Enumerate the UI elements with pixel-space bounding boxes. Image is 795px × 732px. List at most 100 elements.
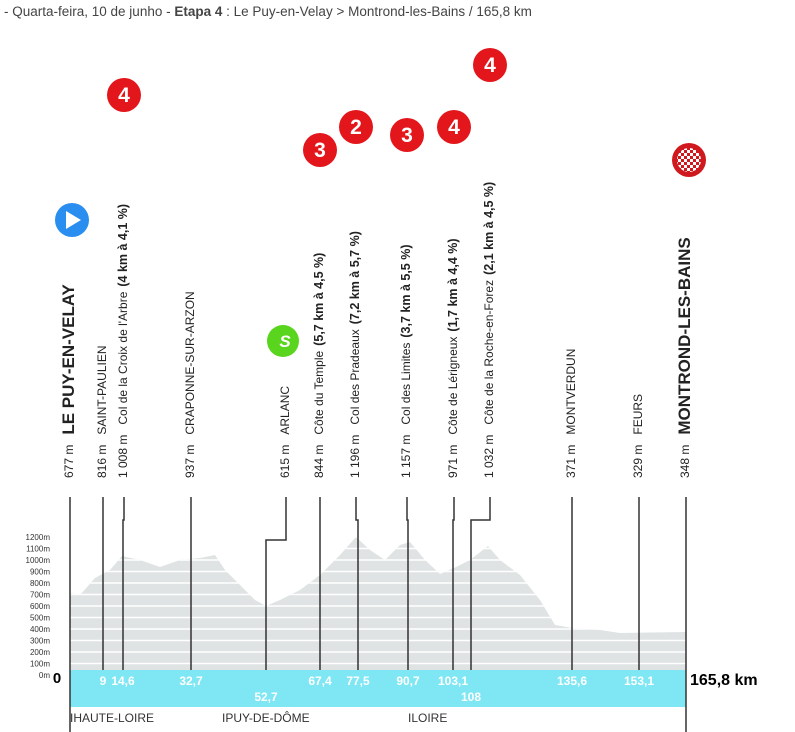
waypoint-altitude: 348 m — [678, 445, 692, 478]
elevation-profile — [70, 537, 686, 670]
altitude-label: 300m — [30, 637, 50, 646]
department: ILOIRE — [408, 711, 447, 725]
header-stage: Etapa 4 — [174, 4, 223, 19]
waypoint-name: Col des Limites — [399, 343, 413, 425]
waypoint-name: Côte de Lérigneux — [446, 337, 460, 435]
altitude-label: 100m — [30, 660, 50, 669]
waypoint-altitude: 1 008 m — [116, 435, 130, 478]
origin-label: 0 — [53, 670, 61, 687]
altitude-label: 200m — [30, 648, 50, 657]
km-label: 77,5 — [346, 674, 370, 688]
km-label: 9 — [100, 674, 107, 688]
climb-detail: (7,2 km à 5,7 %) — [348, 231, 362, 324]
waypoint-altitude: 329 m — [631, 445, 645, 478]
climb-badge — [390, 118, 424, 152]
km-label: 103,1 — [438, 674, 468, 688]
climb-category: 4 — [484, 54, 496, 77]
km-label: 135,6 — [557, 674, 587, 688]
climb-detail: (2,1 km à 4,5 %) — [482, 182, 496, 275]
km-label: 108 — [461, 690, 481, 704]
km-label: 52,7 — [254, 690, 278, 704]
climb-category: 2 — [350, 116, 362, 139]
altitude-label: 1200m — [26, 533, 51, 542]
climb-category: 3 — [401, 124, 413, 147]
sprint-icon: S — [279, 332, 291, 351]
waypoint-altitude: 937 m — [183, 445, 197, 478]
climb-detail: (3,7 km à 5,5 %) — [399, 245, 413, 338]
climb-badge — [437, 110, 471, 144]
waypoint-name: MONTVERDUN — [564, 349, 578, 435]
waypoint-name: Col de la Croix de l'Arbre — [116, 291, 130, 424]
header-route: : Le Puy-en-Velay > Montrond-les-Bains /… — [222, 4, 532, 19]
climb-badge — [303, 133, 337, 167]
km-label: 32,7 — [179, 674, 203, 688]
waypoint-label: 677 m LE PUY-EN-VELAY — [59, 283, 78, 478]
altitude-label: 600m — [30, 602, 50, 611]
waypoint-line — [406, 497, 409, 670]
waypoint-altitude: 816 m — [95, 445, 109, 478]
altitude-label: 700m — [30, 591, 50, 600]
waypoint-name: Côte du Temple — [312, 350, 326, 434]
km-label: 67,4 — [308, 674, 332, 688]
waypoint-label: 1 032 m Côte de la Roche-en-Forez (2,1 km … — [482, 182, 496, 478]
climb-detail: (5,7 km à 4,5 %) — [312, 253, 326, 346]
waypoint-label: 816 m SAINT-PAULIEN — [95, 346, 109, 479]
sprint-badge — [267, 325, 299, 357]
climb-detail: (4 km à 4,1 %) — [116, 204, 130, 287]
waypoint-name: CRAPONNE-SUR-ARZON — [183, 291, 197, 434]
waypoint-name: FEURS — [631, 394, 645, 435]
altitude-label: 400m — [30, 625, 50, 634]
altitude-label: 1100m — [26, 545, 50, 554]
climb-detail: (1,7 km à 4,4 %) — [446, 238, 460, 331]
waypoint-altitude: 1 157 m — [399, 435, 413, 478]
waypoint-line — [122, 497, 125, 670]
altitude-label: 900m — [30, 568, 50, 577]
finish-icon — [677, 148, 701, 172]
waypoint-altitude: 844 m — [312, 445, 326, 478]
km-label: 90,7 — [396, 674, 420, 688]
waypoint-altitude: 1 196 m — [348, 435, 362, 478]
department: IPUY-DE-DÔME — [222, 710, 310, 725]
waypoint-line — [265, 497, 287, 670]
department: IHAUTE-LOIRE — [70, 711, 154, 725]
waypoint-line — [355, 497, 359, 670]
distance-band — [70, 670, 686, 707]
waypoint-label: 329 m FEURS — [631, 394, 645, 478]
km-label: 153,1 — [624, 674, 654, 688]
waypoint-altitude: 1 032 m — [482, 435, 496, 478]
waypoint-name: Côte de la Roche-en-Forez — [482, 280, 496, 425]
waypoint-altitude: 615 m — [278, 445, 292, 478]
waypoint-name: LE PUY-EN-VELAY — [59, 283, 78, 434]
waypoint-label: 615 m ARLANC — [278, 386, 292, 478]
climb-category: 4 — [448, 116, 460, 139]
waypoint-label: 844 m Côte du Temple (5,7 km à 4,5 %) — [312, 253, 326, 478]
start-icon — [66, 211, 81, 229]
waypoint-name: SAINT-PAULIEN — [95, 346, 109, 435]
waypoint-altitude: 677 m — [62, 445, 76, 478]
climb-badge — [473, 48, 507, 82]
waypoint-label: 371 m MONTVERDUN — [564, 349, 578, 478]
waypoint-name: MONTROND-LES-BAINS — [675, 237, 694, 434]
waypoint-line — [452, 497, 455, 670]
header: - Quarta-feira, 10 de junho - Etapa 4 : … — [4, 4, 532, 19]
waypoint-label: 348 m MONTROND-LES-BAINS — [675, 237, 694, 478]
waypoint-label: 1 157 m Col des Limites (3,7 km à 5,5 %) — [399, 245, 413, 479]
waypoint-altitude: 971 m — [446, 445, 460, 478]
waypoint-label: 937 m CRAPONNE-SUR-ARZON — [183, 291, 197, 478]
altitude-label: 1000m — [26, 556, 51, 565]
waypoint-altitude: 371 m — [564, 445, 578, 478]
waypoint-name: Col des Pradeaux — [348, 329, 362, 424]
climb-category: 3 — [314, 139, 326, 162]
climb-badge — [339, 110, 373, 144]
altitude-label: 800m — [30, 579, 50, 588]
climb-badge — [107, 78, 141, 112]
waypoint-label: 1 008 m Col de la Croix de l'Arbre (4 km à… — [116, 204, 130, 478]
altitude-label: 500m — [30, 614, 50, 623]
waypoint-name: ARLANC — [278, 386, 292, 435]
waypoint-label: 971 m Côte de Lérigneux (1,7 km à 4,4 %) — [446, 238, 460, 478]
waypoint-label: 1 196 m Col des Pradeaux (7,2 km à 5,7 %) — [348, 231, 362, 478]
header-date: - Quarta-feira, 10 de junho - — [4, 4, 175, 19]
waypoint-line — [470, 497, 491, 670]
